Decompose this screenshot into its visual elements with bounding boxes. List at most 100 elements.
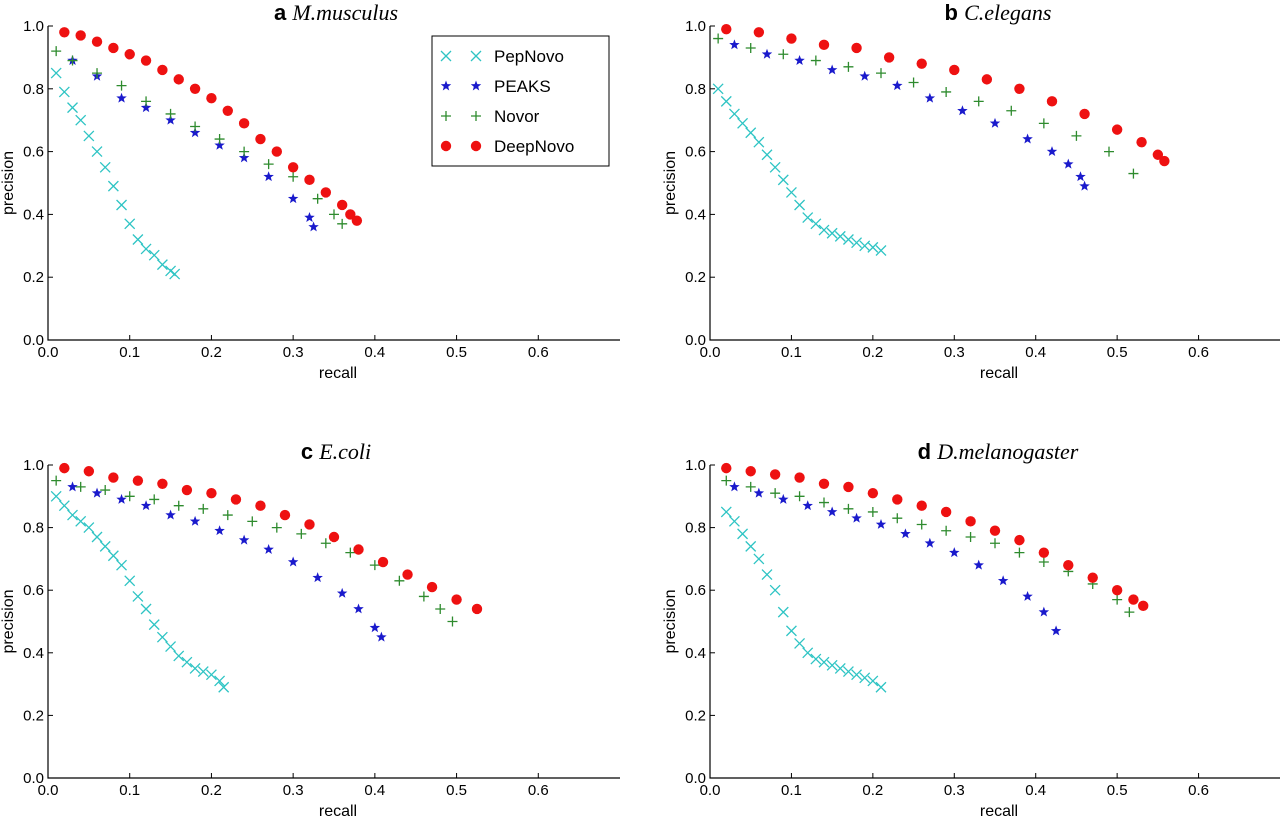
data-point bbox=[745, 42, 756, 53]
data-point bbox=[67, 102, 78, 114]
data-point bbox=[169, 268, 181, 280]
data-point bbox=[769, 584, 781, 596]
data-point bbox=[471, 603, 483, 615]
data-point bbox=[369, 560, 380, 571]
data-point bbox=[83, 522, 95, 534]
x-axis-label: recall bbox=[319, 365, 357, 382]
x-axis-label: recall bbox=[980, 803, 1018, 820]
data-point bbox=[157, 64, 168, 76]
data-point bbox=[941, 525, 952, 536]
data-point bbox=[148, 619, 160, 631]
y-tick-label: 0.0 bbox=[23, 770, 44, 787]
data-point bbox=[376, 631, 387, 642]
data-point bbox=[304, 174, 315, 186]
data-point bbox=[83, 466, 95, 477]
data-point bbox=[1022, 590, 1033, 601]
y-tick-label: 0.8 bbox=[685, 81, 706, 98]
data-point bbox=[713, 33, 724, 44]
y-tick-label: 0.4 bbox=[23, 206, 44, 223]
data-point bbox=[802, 647, 814, 659]
data-point bbox=[867, 487, 879, 499]
y-tick-label: 0.2 bbox=[685, 707, 706, 724]
data-point bbox=[1038, 118, 1049, 129]
data-point bbox=[745, 466, 756, 477]
y-tick-label: 0.0 bbox=[685, 332, 706, 349]
data-point bbox=[1128, 594, 1139, 605]
data-point bbox=[842, 666, 854, 678]
x-tick-label: 0.0 bbox=[38, 782, 59, 799]
data-point bbox=[181, 656, 193, 668]
data-point bbox=[67, 481, 78, 492]
data-point bbox=[794, 637, 806, 649]
data-point bbox=[189, 83, 201, 95]
data-point bbox=[794, 55, 805, 65]
x-tick-label: 0.6 bbox=[528, 782, 549, 799]
data-point bbox=[124, 49, 135, 60]
data-point bbox=[59, 462, 70, 474]
data-point bbox=[859, 672, 871, 684]
data-point bbox=[58, 86, 70, 98]
data-point bbox=[981, 74, 993, 85]
data-point bbox=[214, 525, 225, 536]
data-point bbox=[729, 481, 740, 492]
data-point bbox=[312, 572, 323, 583]
axes-frame bbox=[709, 26, 1280, 341]
data-point bbox=[785, 186, 797, 198]
data-point bbox=[769, 161, 781, 173]
data-point bbox=[753, 553, 765, 565]
data-point bbox=[1128, 168, 1139, 179]
data-point bbox=[737, 117, 749, 129]
legend-entry: PEAKS bbox=[494, 77, 551, 96]
data-point bbox=[818, 224, 830, 236]
data-point bbox=[206, 93, 217, 104]
data-point bbox=[1136, 136, 1147, 148]
data-point bbox=[1046, 146, 1058, 157]
x-tick-label: 0.4 bbox=[1025, 782, 1046, 799]
x-tick-label: 0.3 bbox=[283, 344, 304, 361]
data-point bbox=[778, 49, 789, 60]
data-point bbox=[720, 506, 732, 518]
data-point bbox=[802, 212, 814, 223]
legend-box bbox=[431, 35, 610, 167]
data-point bbox=[843, 503, 854, 514]
data-point bbox=[451, 594, 462, 605]
data-point bbox=[1138, 600, 1149, 612]
data-point bbox=[1111, 585, 1123, 596]
chart-title-species: D.melanogaster bbox=[936, 439, 1079, 464]
data-point bbox=[859, 70, 870, 81]
data-point bbox=[116, 493, 127, 504]
data-point bbox=[777, 174, 789, 186]
data-point bbox=[51, 475, 62, 486]
data-point bbox=[165, 641, 177, 652]
data-point bbox=[1079, 108, 1090, 120]
data-point bbox=[1111, 124, 1123, 135]
data-point bbox=[949, 64, 960, 76]
data-point bbox=[435, 603, 446, 614]
data-point bbox=[834, 662, 846, 674]
data-point bbox=[794, 491, 805, 502]
data-point bbox=[818, 39, 830, 51]
data-point bbox=[140, 55, 152, 66]
data-point bbox=[924, 537, 936, 548]
data-point bbox=[91, 36, 103, 47]
x-tick-label: 0.4 bbox=[364, 344, 385, 361]
data-point bbox=[99, 540, 111, 552]
data-point bbox=[786, 33, 797, 44]
data-point bbox=[124, 218, 136, 230]
legend-marker bbox=[470, 80, 482, 91]
data-point bbox=[140, 243, 152, 255]
data-point bbox=[189, 515, 201, 526]
chart-title-species: C.elegans bbox=[964, 0, 1051, 25]
data-point bbox=[721, 23, 732, 35]
data-point bbox=[107, 550, 119, 562]
y-tick-label: 1.0 bbox=[685, 18, 706, 35]
data-point bbox=[810, 218, 822, 230]
series-novor bbox=[51, 475, 458, 627]
data-point bbox=[287, 162, 299, 173]
x-tick-label: 0.2 bbox=[201, 782, 222, 799]
chart-title-species: M.musculus bbox=[291, 0, 398, 25]
x-tick-label: 0.6 bbox=[1188, 782, 1209, 799]
data-point bbox=[100, 485, 111, 496]
data-point bbox=[59, 27, 70, 38]
data-point bbox=[238, 534, 250, 545]
